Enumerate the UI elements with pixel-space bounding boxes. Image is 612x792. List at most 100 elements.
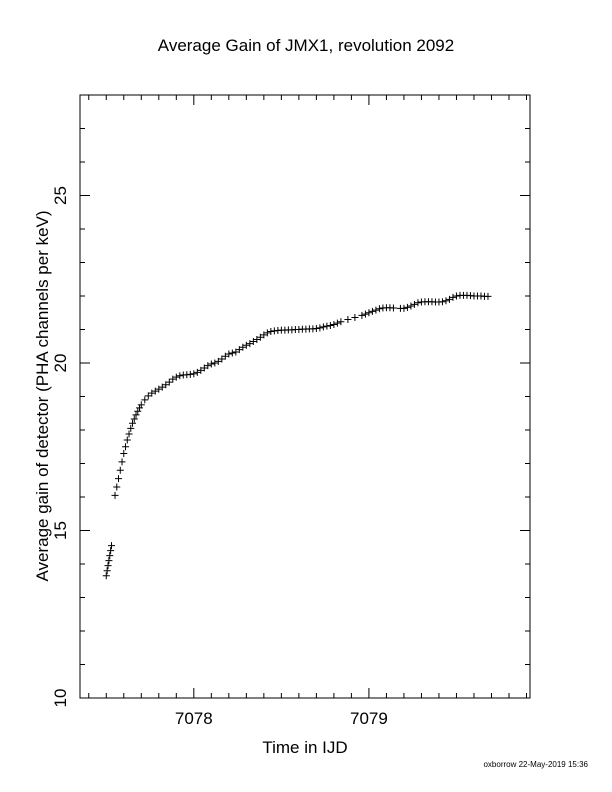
- data-point: [442, 297, 450, 305]
- data-point: [361, 310, 369, 318]
- data-point: [242, 341, 250, 349]
- data-point: [148, 389, 156, 397]
- data-point: [132, 411, 140, 419]
- data-point: [256, 333, 264, 341]
- data-point: [316, 324, 324, 332]
- data-point: [414, 299, 422, 307]
- data-point: [253, 336, 261, 344]
- plot-frame: [79, 94, 531, 699]
- data-point: [118, 458, 126, 466]
- data-point: [263, 329, 271, 337]
- data-point: [452, 292, 460, 300]
- data-point: [106, 552, 114, 560]
- data-point: [232, 348, 240, 356]
- data-points: [102, 291, 492, 580]
- data-point: [104, 562, 112, 570]
- data-point: [351, 313, 359, 321]
- data-point: [368, 307, 376, 315]
- data-point: [102, 572, 110, 580]
- data-point: [169, 375, 177, 383]
- data-point: [239, 343, 247, 351]
- data-point: [134, 407, 142, 415]
- data-point: [123, 436, 131, 444]
- x-tick-label: 7079: [350, 709, 388, 728]
- data-point: [155, 385, 163, 393]
- y-tick-label: 25: [51, 186, 70, 205]
- data-point: [218, 355, 226, 363]
- footer-credit: oxborrow 22-May-2019 15:36: [483, 760, 588, 769]
- data-point: [116, 466, 124, 474]
- data-point: [403, 303, 411, 311]
- chart-title: Average Gain of JMX1, revolution 2092: [157, 36, 455, 55]
- data-point: [158, 383, 166, 391]
- data-point: [193, 368, 201, 376]
- data-point: [125, 430, 133, 438]
- data-point: [260, 331, 268, 339]
- data-point: [151, 387, 159, 395]
- x-axis-label: Time in IJD: [262, 738, 348, 757]
- data-point: [162, 381, 170, 389]
- data-point: [372, 306, 380, 314]
- data-point: [225, 350, 233, 358]
- data-point: [438, 298, 446, 306]
- y-tick-label: 10: [51, 689, 70, 708]
- data-point: [337, 318, 345, 326]
- data-point: [228, 349, 236, 357]
- data-point: [197, 366, 205, 374]
- data-point: [221, 352, 229, 360]
- data-point: [211, 359, 219, 367]
- data-point: [312, 324, 320, 332]
- data-point: [103, 567, 111, 575]
- data-point: [176, 372, 184, 380]
- data-point: [107, 547, 115, 555]
- data-point: [365, 309, 373, 317]
- data-point: [130, 415, 138, 423]
- axis-tick-labels: 7078 7079 10 15 20 25: [51, 186, 388, 728]
- data-point: [449, 293, 457, 301]
- data-point: [113, 483, 121, 491]
- data-point: [204, 362, 212, 370]
- data-point: [136, 404, 144, 412]
- data-point: [122, 443, 130, 451]
- data-point: [129, 419, 137, 427]
- data-point: [115, 475, 123, 483]
- data-point: [344, 315, 352, 323]
- data-point: [375, 305, 383, 313]
- data-point: [108, 542, 116, 550]
- data-point: [445, 295, 453, 303]
- data-point: [330, 320, 338, 328]
- data-point: [105, 557, 113, 565]
- data-point: [127, 424, 135, 432]
- data-point: [207, 360, 215, 368]
- y-tick-label: 15: [51, 521, 70, 540]
- data-point: [172, 373, 180, 381]
- data-point: [407, 302, 415, 310]
- data-point: [120, 449, 128, 457]
- data-point: [410, 300, 418, 308]
- data-point: [319, 323, 327, 331]
- data-point: [249, 338, 257, 346]
- data-point: [200, 364, 208, 372]
- data-point: [400, 304, 408, 312]
- data-point: [246, 340, 254, 348]
- data-point: [333, 319, 341, 327]
- data-point: [214, 357, 222, 365]
- data-point: [111, 491, 119, 499]
- data-point: [326, 321, 334, 329]
- data-point: [323, 322, 331, 330]
- x-tick-label: 7078: [175, 709, 213, 728]
- data-point: [186, 370, 194, 378]
- data-point: [190, 370, 198, 378]
- data-point: [144, 392, 152, 400]
- data-point: [358, 311, 366, 319]
- y-tick-label: 20: [51, 354, 70, 373]
- data-point: [389, 304, 397, 312]
- data-point: [141, 396, 149, 404]
- data-point: [267, 328, 275, 336]
- axis-ticks: [80, 94, 530, 699]
- data-point: [137, 401, 145, 409]
- data-point: [235, 346, 243, 354]
- data-point: [484, 292, 492, 300]
- data-point: [165, 378, 173, 386]
